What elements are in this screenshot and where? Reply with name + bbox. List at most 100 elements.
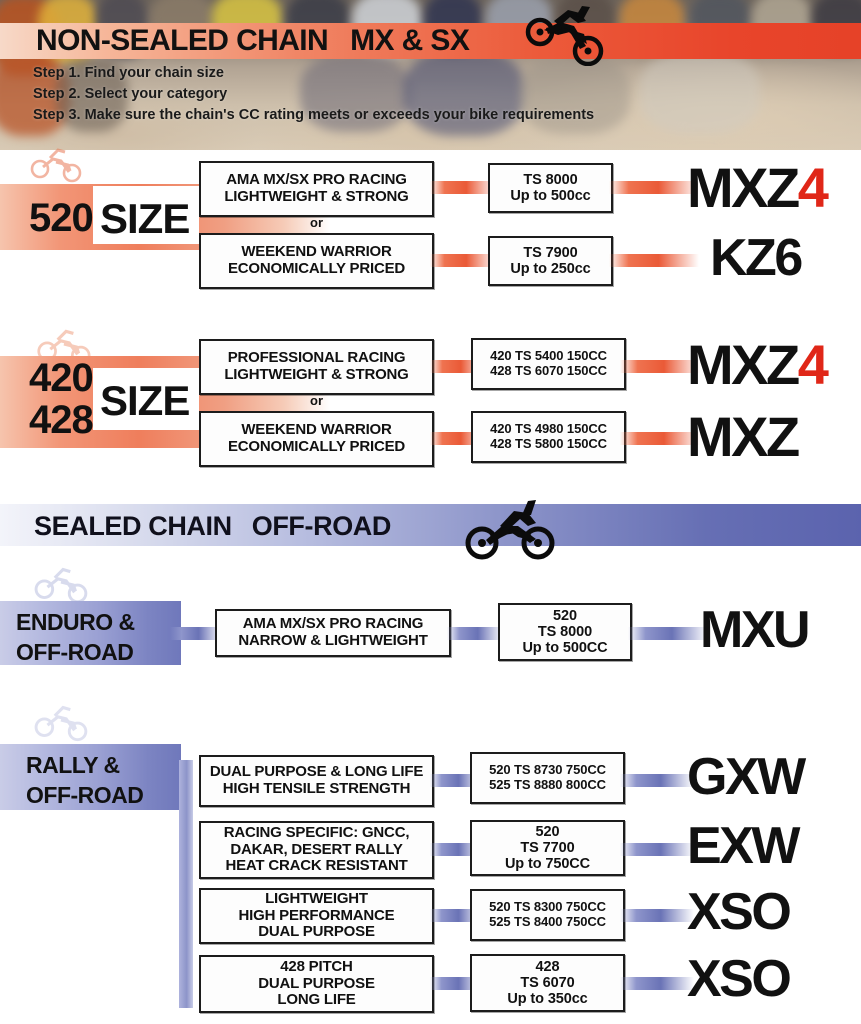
motocross-bike-icon [525,6,604,66]
spec-line: TS 8000 [523,171,578,188]
spec-box-520-row2: TS 7900 Up to 250cc [488,236,613,286]
step-1: Step 1. Find your chain size [33,65,224,81]
spec-box-520-row1: TS 8000 Up to 500cc [488,163,613,213]
desc-line: RACING SPECIFIC: GNCC, [223,823,410,841]
connector-enduro-a [170,627,222,640]
desc-line: 428 PITCH [280,957,353,975]
category-band-rally [0,744,181,810]
desc-line: DUAL PURPOSE [258,974,375,992]
product-base: MXZ [687,333,800,396]
desc-box-rally-row1: DUAL PURPOSE & LONG LIFE HIGH TENSILE ST… [199,755,434,807]
desc-line: PROFESSIONAL RACING [227,349,406,367]
rally-vertical-connector [179,760,193,1008]
category-band-enduro [0,601,181,665]
desc-line: LIGHTWEIGHT & STRONG [224,366,409,383]
size-word-420: SIZE [100,377,190,424]
steps-list: Step 1. Find your chain size Step 2. Sel… [33,63,594,126]
mini-motocross-bike-icon-520 [30,148,82,183]
spec-line: 520 [553,607,577,624]
connector-rally-row2-b [620,843,694,856]
enduro-bike-icon [465,500,555,560]
or-label-420: or [310,393,323,408]
connector-rally-row2-a [430,843,482,856]
spec-line: Up to 750CC [504,856,591,873]
connector-enduro-b [447,627,503,640]
sealed-chain-title: SEALED CHAIN OFF-ROAD [34,511,391,542]
connector-enduro-c [628,627,708,640]
desc-box-420-row1: PROFESSIONAL RACING LIGHTWEIGHT & STRONG [199,339,434,395]
sealed-chain-title-main: SEALED CHAIN [34,511,232,541]
sealed-chain-title-sub: OFF-ROAD [251,511,392,541]
desc-line: ECONOMICALLY PRICED [227,438,406,455]
connector-rally-row4-b [620,977,694,990]
spec-box-rally-row1: 520 TS 8730 750CC 525 TS 8880 800CC [470,752,625,804]
connector-520-row1-a [430,181,496,194]
category-label-line: OFF-ROAD [26,782,144,808]
sealed-chain-header-band [0,504,861,546]
spec-line: 520 [535,823,560,840]
desc-box-enduro-row1: AMA MX/SX PRO RACING NARROW & LIGHTWEIGH… [215,609,451,657]
connector-520-row1-b [609,181,699,194]
desc-line: ECONOMICALLY PRICED [227,260,406,277]
product-name-kz6-520: KZ6 [710,229,803,287]
spec-line: 428 TS 6070 150CC [490,363,607,378]
spec-box-420-row1: 420 TS 5400 150CC 428 TS 6070 150CC [471,338,626,390]
product-name-gxw: GXW [687,748,806,806]
size-word-backdrop-420 [93,368,199,430]
size-word-backdrop-520 [93,186,199,244]
connector-rally-row4-a [430,977,482,990]
desc-box-rally-row4: 428 PITCH DUAL PURPOSE LONG LIFE [199,955,434,1013]
desc-line: AMA MX/SX PRO RACING [242,615,424,633]
mini-enduro-bike-icon [34,567,88,604]
desc-line: HIGH TENSILE STRENGTH [222,780,411,797]
desc-line: LONG LIFE [277,991,356,1009]
spec-line: Up to 350cc [507,991,588,1008]
desc-line: WEEKEND WARRIOR [241,421,392,439]
desc-line: AMA MX/SX PRO RACING [226,171,407,189]
spec-line: TS 7700 [520,839,575,856]
connector-rally-row3-a [430,909,482,922]
step-2: Step 2. Select your category [33,86,228,102]
desc-box-520-row2: WEEKEND WARRIOR ECONOMICALLY PRICED [199,233,434,289]
category-label-line: RALLY & [26,752,120,778]
size-number-520: 520 [29,196,94,240]
size-number-428: 428 [29,398,94,442]
product-suffix: 4 [797,333,829,396]
non-sealed-chain-title: NON-SEALED CHAIN MX & SX [36,24,470,60]
spec-line: Up to 250cc [510,261,591,277]
product-name-mxz-420: MXZ [687,405,800,468]
connector-rally-row1-b [620,774,694,787]
spec-line: Up to 500CC [522,640,608,657]
spec-box-rally-row4: 428 TS 6070 Up to 350cc [470,954,625,1012]
spec-line: Up to 500cc [510,188,591,204]
spec-line: TS 8000 [537,623,593,640]
desc-line: NARROW & LIGHTWEIGHT [238,632,428,649]
product-name-mxu: MXU [700,601,811,659]
spec-line: 525 TS 8400 750CC [489,914,606,929]
spec-line: 525 TS 8880 800CC [489,777,606,792]
product-name-mxz4-420: MXZ4 [687,332,829,397]
connector-520-row2-b [609,254,699,267]
category-label-enduro: ENDURO & OFF-ROAD [16,607,186,667]
or-label-520: or [310,215,323,230]
desc-line: DUAL PURPOSE [258,923,375,941]
step-3: Step 3. Make sure the chain's CC rating … [33,107,595,123]
desc-box-520-row1: AMA MX/SX PRO RACING LIGHTWEIGHT & STRON… [199,161,434,217]
category-label-line: ENDURO & [16,609,135,635]
non-sealed-chain-title-main: NON-SEALED CHAIN [36,24,329,57]
spec-line: TS 6070 [520,974,575,991]
spec-line: 520 TS 8300 750CC [489,899,606,915]
category-label-rally: RALLY & OFF-ROAD [26,750,186,810]
spec-line: 420 TS 4980 150CC [490,421,607,437]
spec-line: 428 TS 5800 150CC [490,436,607,451]
spec-box-420-row2: 420 TS 4980 150CC 428 TS 5800 150CC [471,411,626,463]
desc-line: HIGH PERFORMANCE [238,906,395,924]
desc-line: LIGHTWEIGHT & STRONG [224,188,409,205]
connector-rally-row3-b [620,909,694,922]
spec-line: 420 TS 5400 150CC [490,348,607,364]
spec-box-rally-row3: 520 TS 8300 750CC 525 TS 8400 750CC [470,889,625,941]
spec-box-rally-row2: 520 TS 7700 Up to 750CC [470,820,625,876]
non-sealed-chain-title-sub: MX & SX [350,24,470,57]
connector-420-row1-b [620,360,700,373]
